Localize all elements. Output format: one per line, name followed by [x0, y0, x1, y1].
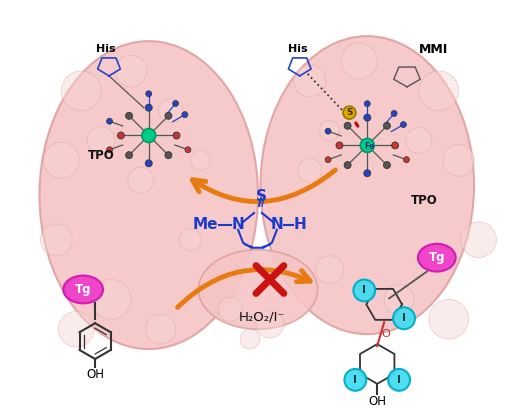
Ellipse shape [87, 127, 115, 154]
Text: I: I [402, 313, 406, 323]
Ellipse shape [191, 150, 210, 170]
Ellipse shape [343, 106, 356, 119]
Ellipse shape [39, 41, 258, 349]
Text: OH: OH [368, 395, 386, 408]
Text: I: I [353, 375, 357, 385]
Ellipse shape [240, 329, 260, 349]
Ellipse shape [325, 157, 331, 163]
Ellipse shape [91, 280, 131, 319]
Ellipse shape [461, 222, 496, 257]
Ellipse shape [419, 71, 458, 111]
Ellipse shape [393, 307, 415, 329]
Ellipse shape [256, 310, 284, 338]
Ellipse shape [185, 147, 191, 153]
Ellipse shape [341, 43, 377, 79]
Ellipse shape [44, 143, 79, 178]
Ellipse shape [361, 138, 374, 153]
Ellipse shape [180, 229, 202, 251]
Text: OH: OH [86, 368, 104, 381]
Ellipse shape [294, 65, 325, 97]
Ellipse shape [418, 244, 456, 272]
Text: Me: Me [193, 217, 218, 232]
Ellipse shape [325, 128, 331, 134]
Ellipse shape [383, 122, 391, 129]
Ellipse shape [364, 170, 371, 177]
Text: N: N [270, 217, 283, 232]
Ellipse shape [404, 157, 409, 163]
Ellipse shape [146, 91, 152, 97]
Ellipse shape [218, 298, 242, 321]
Ellipse shape [159, 99, 182, 122]
Ellipse shape [128, 167, 154, 193]
Ellipse shape [344, 369, 366, 391]
Ellipse shape [125, 112, 133, 119]
Ellipse shape [320, 120, 339, 140]
Text: O: O [382, 329, 391, 339]
Ellipse shape [59, 311, 94, 347]
Ellipse shape [145, 104, 152, 111]
Ellipse shape [392, 142, 398, 149]
Text: MMI: MMI [419, 43, 449, 56]
Ellipse shape [146, 314, 176, 344]
Text: S: S [346, 108, 353, 117]
Text: Tg: Tg [428, 251, 445, 264]
Ellipse shape [173, 132, 180, 139]
Text: I: I [363, 285, 366, 296]
Ellipse shape [353, 280, 375, 301]
Ellipse shape [61, 71, 101, 111]
Ellipse shape [384, 285, 414, 314]
Ellipse shape [125, 152, 133, 159]
Ellipse shape [315, 256, 343, 283]
Ellipse shape [443, 145, 474, 176]
Ellipse shape [298, 158, 322, 182]
Ellipse shape [107, 118, 112, 124]
Ellipse shape [145, 160, 152, 167]
Text: H₂O₂/I⁻: H₂O₂/I⁻ [239, 311, 285, 324]
Ellipse shape [40, 224, 72, 256]
Ellipse shape [344, 122, 351, 129]
Ellipse shape [118, 132, 124, 139]
Ellipse shape [198, 250, 318, 329]
Text: Fe: Fe [364, 142, 375, 151]
Ellipse shape [182, 112, 188, 117]
Ellipse shape [261, 36, 474, 334]
Ellipse shape [364, 101, 370, 107]
Ellipse shape [388, 369, 410, 391]
Text: I: I [397, 375, 401, 385]
Text: TPO: TPO [88, 149, 114, 162]
Ellipse shape [406, 127, 432, 153]
Ellipse shape [364, 114, 371, 121]
Text: His: His [96, 44, 116, 54]
Ellipse shape [165, 112, 172, 119]
Ellipse shape [383, 162, 391, 168]
Text: H: H [293, 217, 306, 232]
Text: S: S [255, 189, 266, 204]
Ellipse shape [336, 142, 343, 149]
Text: His: His [288, 44, 308, 54]
Ellipse shape [115, 55, 147, 87]
Ellipse shape [429, 299, 469, 339]
Ellipse shape [63, 275, 103, 303]
Text: N: N [232, 217, 244, 232]
Ellipse shape [344, 162, 351, 168]
Ellipse shape [391, 110, 397, 117]
Ellipse shape [165, 152, 172, 159]
Ellipse shape [107, 147, 112, 153]
Ellipse shape [142, 129, 156, 143]
Ellipse shape [172, 101, 179, 107]
Text: TPO: TPO [411, 194, 437, 206]
Ellipse shape [400, 122, 407, 127]
Text: Tg: Tg [75, 283, 91, 296]
